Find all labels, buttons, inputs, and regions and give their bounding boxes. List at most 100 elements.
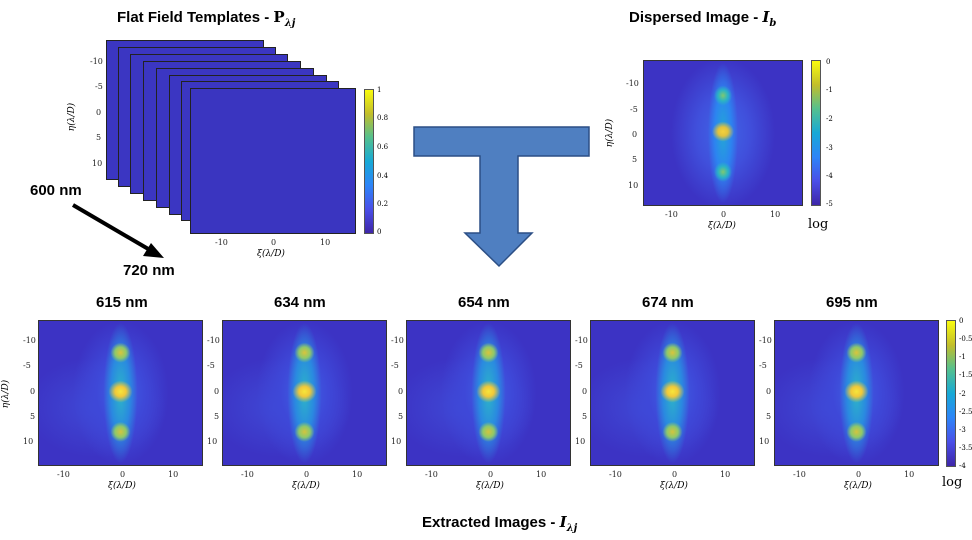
extracted-xtick: -10	[609, 470, 622, 479]
ff-cbar-tick: 0	[377, 228, 382, 236]
extracted-colorbar	[946, 320, 956, 467]
extracted-scale-label: log	[942, 475, 963, 490]
ff-xtick: 10	[320, 238, 331, 247]
extracted-ytick: 10	[575, 437, 586, 446]
extracted-xlabel: ξ(λ/D)	[292, 481, 320, 491]
extracted-xtick: -10	[241, 470, 254, 479]
ff-ytick: 5	[96, 133, 102, 142]
ff-cbar-tick: 0.2	[377, 200, 389, 208]
extracted-ytick: 5	[214, 412, 220, 421]
wavelength-end-label: 720 nm	[123, 262, 175, 279]
extracted-image	[38, 320, 203, 466]
extracted-cbar-tick: -3	[959, 425, 966, 434]
extracted-ytick: 5	[30, 412, 36, 421]
dispersed-title-text: Dispersed Image -	[629, 9, 763, 26]
extracted-caption: Extracted Images - Iλj	[422, 513, 577, 534]
extracted-ytick: 0	[398, 387, 404, 396]
extracted-xlabel: ξ(λ/D)	[476, 481, 504, 491]
disp-colorbar	[811, 60, 821, 206]
extracted-cbar-tick: -1	[959, 353, 966, 362]
extracted-ytick: -5	[575, 361, 583, 370]
extracted-panel-label: 695 nm	[826, 294, 878, 311]
extracted-ytick: 10	[391, 437, 402, 446]
extracted-xtick: -10	[57, 470, 70, 479]
extracted-image	[774, 320, 939, 466]
ff-cbar-tick: 0.6	[377, 143, 389, 151]
extracted-cbar-tick: 0	[959, 317, 964, 325]
dispersed-title-symbol: I	[762, 8, 770, 26]
disp-xlabel: ξ(λ/D)	[708, 221, 736, 231]
extracted-xtick: 0	[304, 470, 310, 479]
extracted-cbar-tick: -2	[959, 389, 966, 398]
extracted-ytick: -5	[23, 361, 31, 370]
extracted-cbar-tick: -3.5	[959, 443, 972, 452]
extracted-cbar-tick: -1.5	[959, 371, 972, 380]
extracted-xlabel: ξ(λ/D)	[844, 481, 872, 491]
flat-field-title-text: Flat Field Templates -	[117, 9, 274, 26]
dispersed-title: Dispersed Image - Ib	[629, 8, 776, 29]
extracted-panel-label: 615 nm	[96, 294, 148, 311]
dispersed-image	[643, 60, 803, 206]
extracted-image	[406, 320, 571, 466]
extracted-xtick: -10	[793, 470, 806, 479]
extracted-cbar-tick: -0.5	[959, 335, 972, 344]
extracted-xtick: 10	[168, 470, 179, 479]
disp-cbar-tick: 0	[826, 58, 831, 66]
extracted-ytick: -10	[207, 336, 220, 345]
extracted-ytick: -10	[23, 336, 36, 345]
extracted-caption-text: Extracted Images -	[422, 514, 560, 531]
ff-cbar-tick: 1	[377, 86, 382, 94]
process-arrow-shape	[413, 126, 590, 268]
extracted-ylabel: η(λ/D)	[1, 379, 12, 409]
extracted-ytick: -5	[759, 361, 767, 370]
extracted-xtick: -10	[425, 470, 438, 479]
extracted-ytick: 0	[582, 387, 588, 396]
extracted-panel-label: 674 nm	[642, 294, 694, 311]
extracted-ytick: 10	[759, 437, 770, 446]
extracted-ytick: -10	[575, 336, 588, 345]
wavelength-arrow-head	[143, 243, 164, 258]
wavelength-arrow-line	[71, 203, 152, 252]
extracted-image	[222, 320, 387, 466]
disp-xtick: 10	[770, 210, 781, 219]
extracted-caption-subscript: λj	[566, 523, 578, 534]
flat-field-title: Flat Field Templates - Pλj	[117, 8, 295, 29]
extracted-ytick: 5	[582, 412, 588, 421]
flat-field-title-symbol: P	[273, 8, 285, 26]
extracted-panel-label: 654 nm	[458, 294, 510, 311]
extracted-ytick: -5	[391, 361, 399, 370]
extracted-xtick: 10	[352, 470, 363, 479]
disp-xtick: -10	[665, 210, 678, 219]
extracted-ytick: 0	[214, 387, 220, 396]
ff-xtick: -10	[215, 238, 228, 247]
extracted-xtick: 0	[488, 470, 494, 479]
extracted-xtick: 10	[720, 470, 731, 479]
ff-ytick: 0	[96, 108, 102, 117]
extracted-xtick: 0	[672, 470, 678, 479]
extracted-caption-symbol: I	[559, 513, 567, 531]
extracted-cbar-tick: -2.5	[959, 407, 972, 416]
disp-scale-label: log	[808, 217, 829, 232]
disp-cbar-tick: -5	[826, 200, 833, 208]
extracted-ytick: 0	[766, 387, 772, 396]
extracted-ytick: 0	[30, 387, 36, 396]
extracted-ytick: 10	[23, 437, 34, 446]
disp-ytick: -5	[630, 105, 638, 114]
disp-ytick: 0	[632, 130, 638, 139]
extracted-panel-label: 634 nm	[274, 294, 326, 311]
extracted-image	[590, 320, 755, 466]
extracted-xtick: 0	[856, 470, 862, 479]
ff-ytick: -5	[95, 82, 103, 91]
disp-cbar-tick: -3	[826, 144, 833, 152]
template-card-front	[190, 88, 356, 234]
wavelength-start-label: 600 nm	[30, 182, 82, 199]
ff-cbar-tick: 0.4	[377, 172, 389, 180]
disp-cbar-tick: -1	[826, 86, 833, 94]
extracted-ytick: -5	[207, 361, 215, 370]
extracted-xtick: 10	[536, 470, 547, 479]
extracted-ytick: 5	[766, 412, 772, 421]
extracted-xlabel: ξ(λ/D)	[108, 481, 136, 491]
